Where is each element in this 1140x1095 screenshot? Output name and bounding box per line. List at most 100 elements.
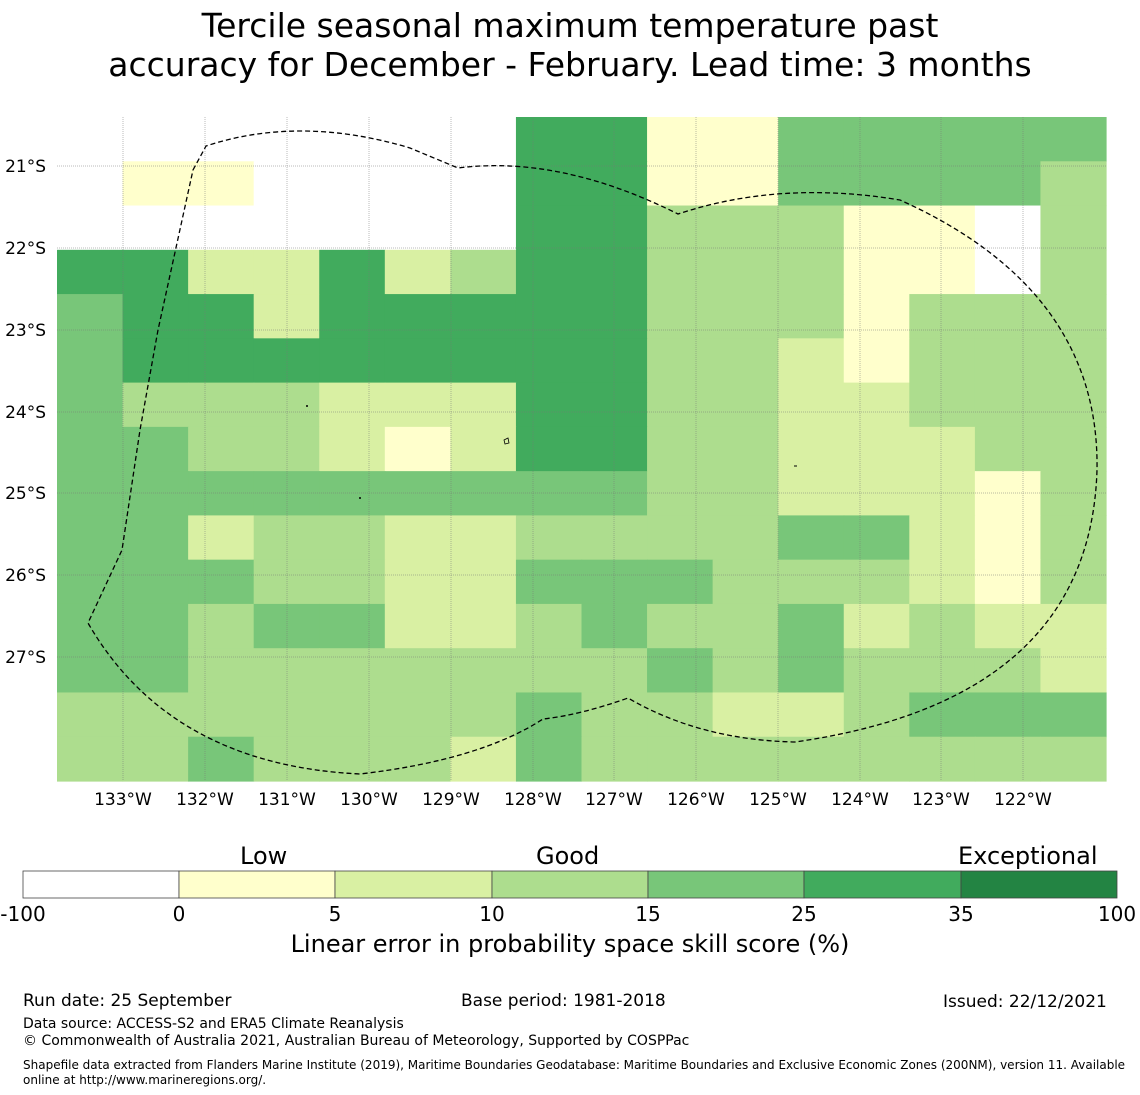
grid-cell [515,338,583,384]
grid-cell [712,161,779,207]
colorbar-swatch [178,870,336,899]
colorbar-swatch [647,870,805,899]
grid-cell [974,692,1042,738]
grid-cell [1040,294,1107,339]
grid-cell [319,515,386,561]
grid-cell [974,382,1042,428]
grid-cell [188,603,255,649]
grid-cell [909,249,976,295]
grid-cell [515,603,583,649]
grid-cell [122,117,189,162]
grid-cell [581,205,648,251]
grid-cell [188,382,255,428]
grid-cell [384,426,451,472]
grid-cell [384,515,451,561]
lon-label: 128°W [504,790,562,810]
colorbar [22,870,1118,899]
latitude-labels: 21°S 22°S 23°S 24°S 25°S 26°S 27°S [5,157,46,668]
grid-cell [712,426,779,472]
grid-cell [122,559,189,605]
grid-cell [122,382,189,428]
lat-label: 21°S [5,157,46,177]
grid-cell [843,648,910,694]
grid-cell [778,648,845,694]
lon-label: 123°W [912,790,970,810]
grid-cell [57,559,124,605]
shapefile-credit-line-1: Shapefile data extracted from Flanders M… [23,1058,1126,1072]
lon-label: 131°W [258,790,316,810]
grid-cell [647,382,714,428]
grid-cell [909,117,976,162]
colorbar-tick-label: 0 [172,902,186,926]
grid-cell [909,692,976,738]
grid-cell [57,515,124,561]
grid-cell [450,382,517,428]
grid-cell [581,736,648,782]
legend-heading-good: Good [536,842,600,870]
colorbar-tick-label: 35 [948,902,974,926]
grid-cell [450,471,517,516]
grid-cell [974,205,1042,251]
colorbar-tick-label: 100 [1097,902,1137,926]
title-line-1: Tercile seasonal maximum temperature pas… [201,6,939,45]
grid-cell [647,117,714,162]
grid-cell [843,692,910,738]
grid-cell [974,338,1042,384]
grid-cell [778,515,845,561]
grid-cell [909,603,976,649]
grid-cell [319,382,386,428]
grid-cell [515,382,583,428]
grid-cell [647,161,714,207]
grid-cell [843,471,910,516]
grid-cell [384,559,451,605]
grid-cell [647,205,714,251]
grid-cell [515,117,583,162]
grid-cell [515,294,583,339]
grid-cell [57,294,124,339]
grid-cell [712,515,779,561]
grid-cell [122,426,189,472]
colorbar-title: Linear error in probability space skill … [290,930,850,958]
colorbar-swatch [960,870,1118,899]
grid-cell [647,249,714,295]
grid-cell [319,338,386,384]
grid-cell [1040,382,1107,428]
grid-cell [712,736,779,782]
grid-cell [1040,249,1107,295]
lon-label: 125°W [749,790,807,810]
grid-cell [319,426,386,472]
grid-cell [778,603,845,649]
grid-cell [188,161,255,207]
grid-cell [450,736,517,782]
lon-label: 132°W [176,790,234,810]
grid-cell [778,161,845,207]
grid-cell [778,559,845,605]
grid-cell [384,338,451,384]
grid-cell [712,117,779,162]
grid-cell [843,559,910,605]
issued-date: Issued: 22/12/2021 [943,992,1107,1012]
grid-cell [909,426,976,472]
colorbar-swatch [803,870,962,899]
grid-cell [57,692,124,738]
grid-cell [974,294,1042,339]
grid-cell [319,294,386,339]
grid-cell [515,205,583,251]
grid-cell [384,161,451,207]
grid-cell [122,603,189,649]
grid-cell [188,692,255,738]
lon-label: 127°W [585,790,643,810]
grid-cell [384,736,451,782]
grid-cell [909,382,976,428]
grid-cell [712,648,779,694]
chart-title: Tercile seasonal maximum temperature pas… [0,6,1140,84]
grid-cell [515,161,583,207]
grid-cell [1040,736,1107,782]
grid-cell [450,117,517,162]
grid-cell [450,515,517,561]
longitude-labels: 133°W 132°W 131°W 130°W 129°W 128°W 127°W 126°W… [94,790,1052,810]
lat-label: 27°S [5,648,46,668]
grid-cell [515,515,583,561]
grid-cell [515,559,583,605]
